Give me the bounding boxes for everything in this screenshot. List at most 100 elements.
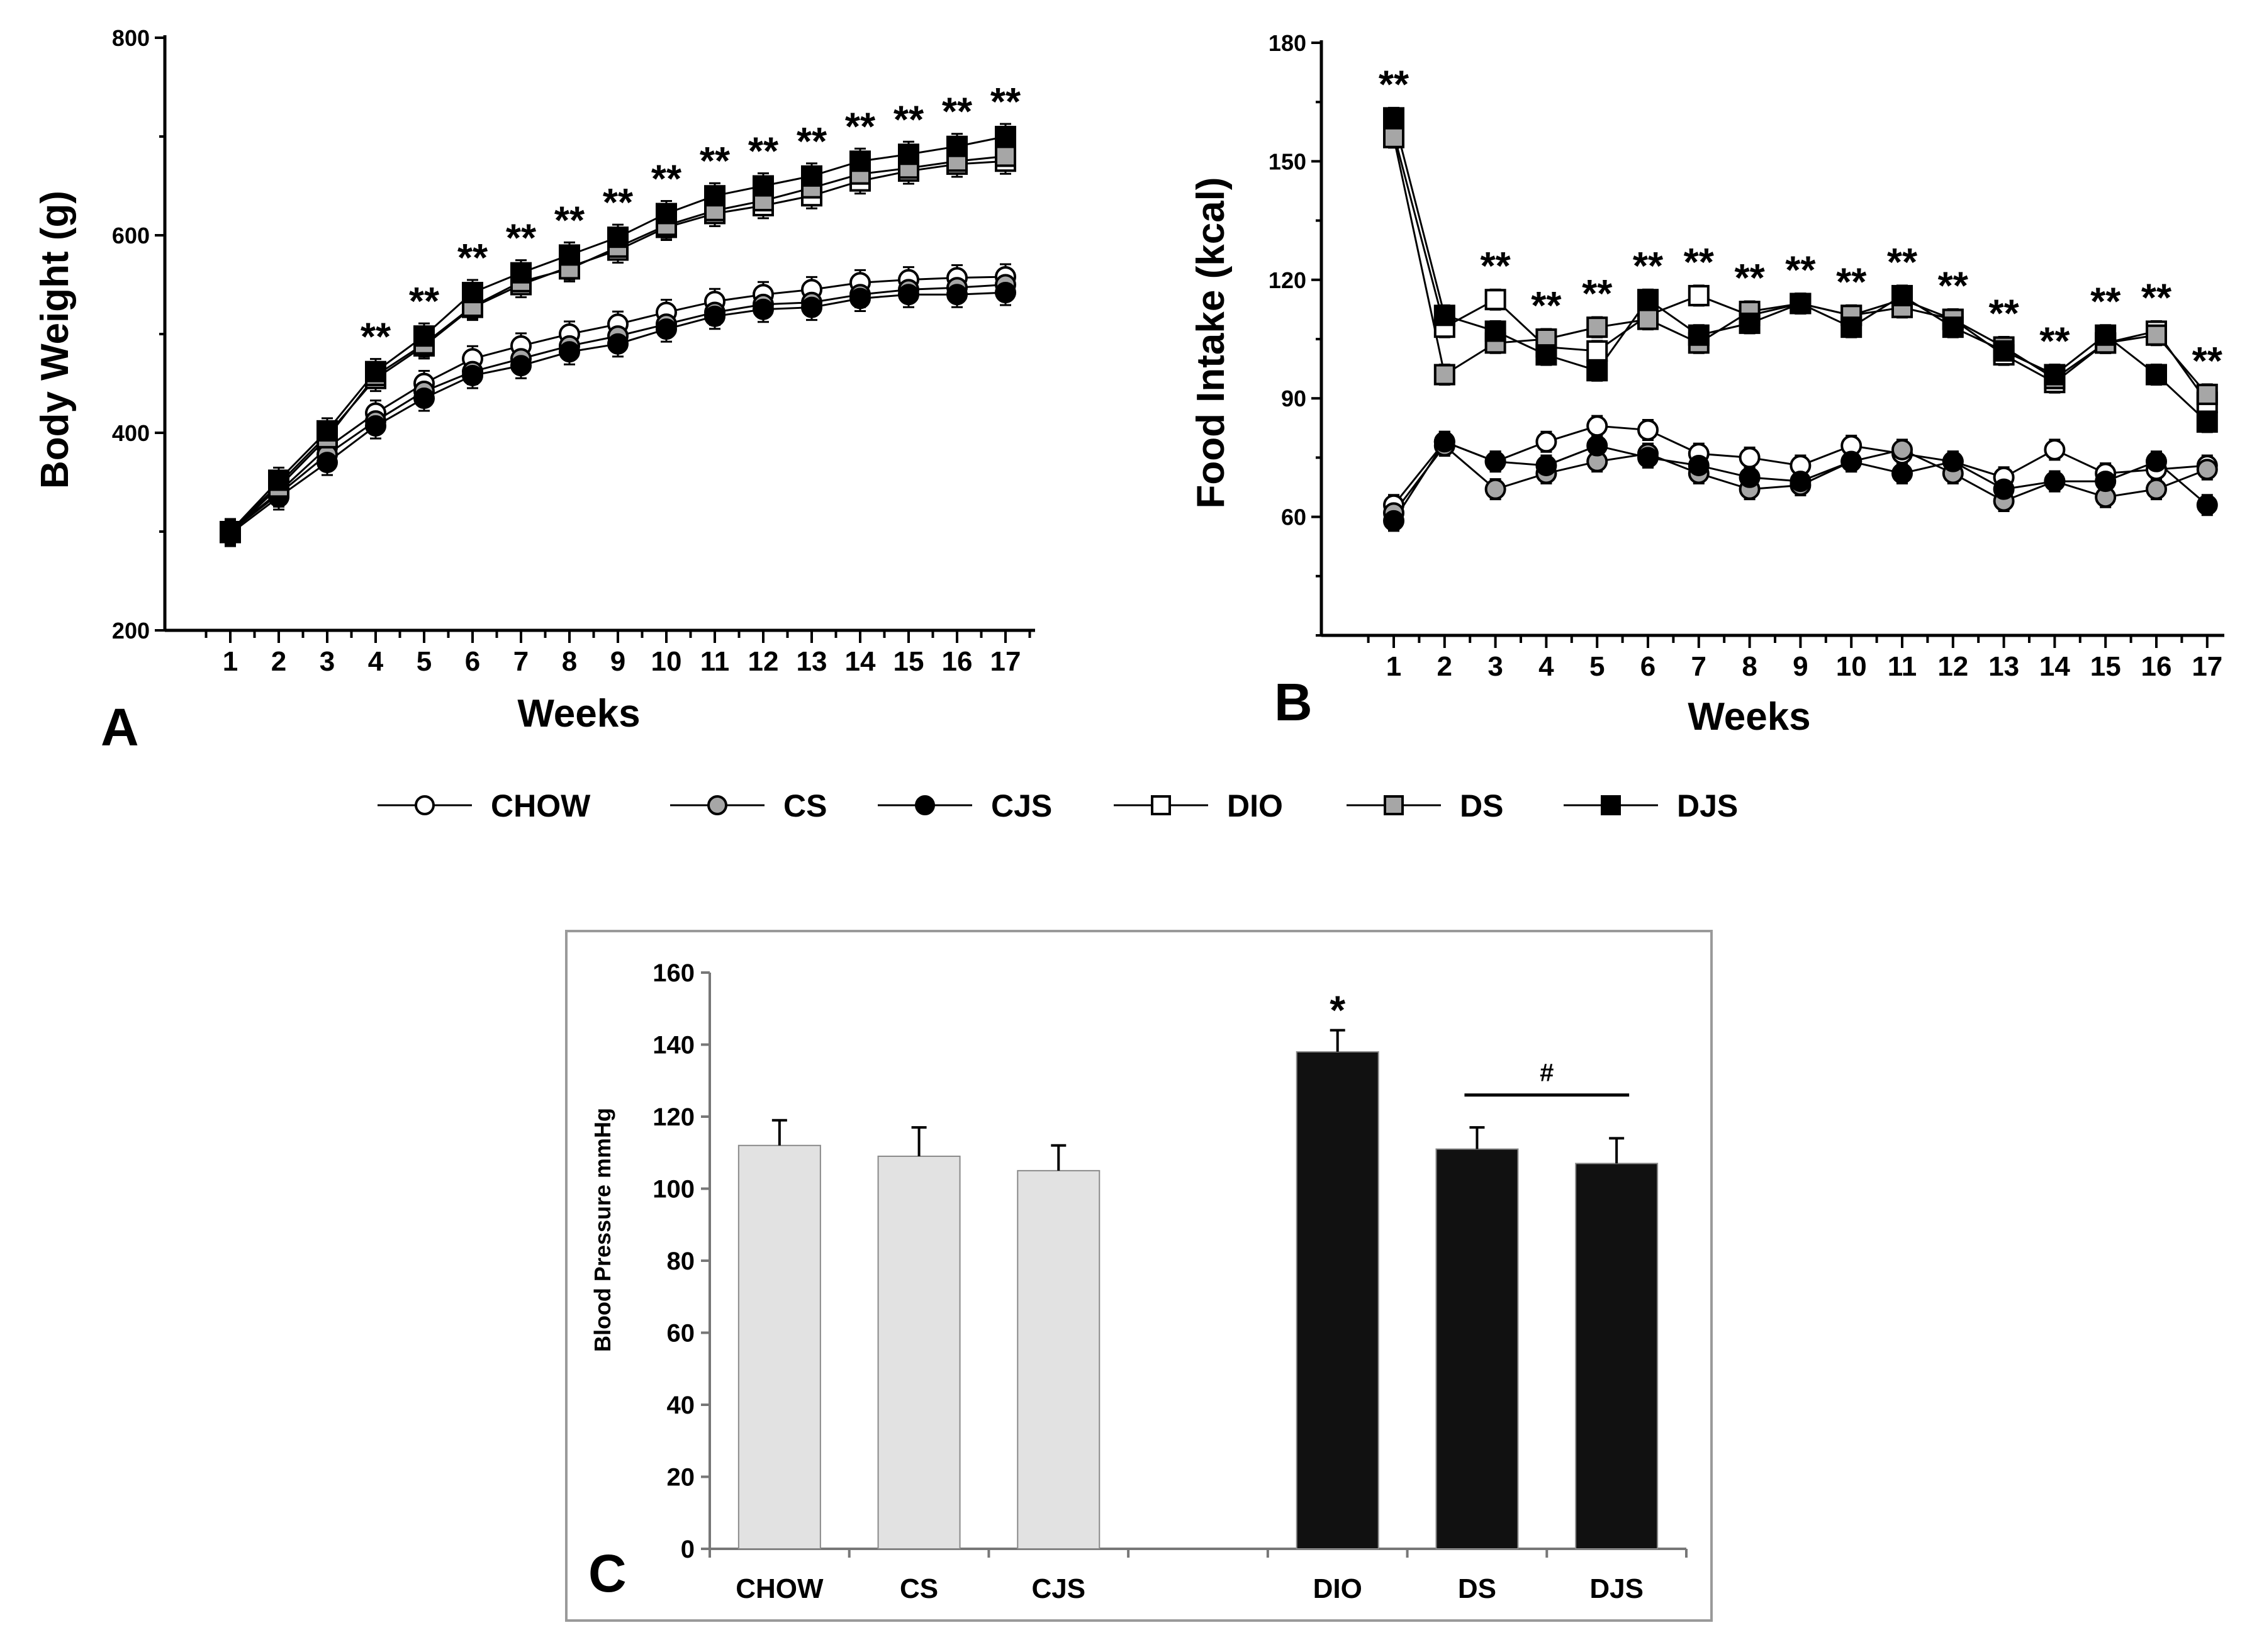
data-point-chow [1586,415,1608,437]
data-point-ds [995,145,1016,167]
data-point-djs [2196,411,2218,433]
data-point-djs [2044,364,2066,386]
significance-annotation: ** [361,316,391,359]
bar-djs [1575,1163,1659,1550]
data-point-cjs [656,318,677,340]
data-point-dio [1688,284,1710,306]
x-tick-label: 2 [271,646,286,677]
x-tick-label: 14 [845,646,876,677]
significance-annotation: ** [2141,276,2172,320]
data-point-cjs [510,355,532,377]
panel-b-x-axis-title: Weeks [1688,695,1810,739]
legend: CHOW CS CJS DIO DS DJS [378,788,1738,823]
significance-annotation: ** [2039,320,2070,364]
significance-annotation: ** [1988,293,2019,336]
data-point-djs [801,165,822,187]
data-point-cjs [2196,494,2218,516]
data-point-djs [995,126,1016,147]
data-point-cjs [1383,510,1404,532]
data-point-djs [365,360,386,382]
data-point-djs [2095,324,2117,346]
legend-entry-cjs: CJS [878,788,1052,823]
data-point-cjs [753,298,774,320]
data-point-cjs [1790,471,1812,493]
x-tick-label: 10 [1836,651,1867,682]
significance-annotation: ** [1633,245,1664,288]
data-point-cjs [946,284,968,306]
y-tick-label: 800 [112,25,150,51]
significance-annotation: ** [1531,284,1562,328]
data-point-cjs [559,341,580,363]
data-point-djs [1433,304,1455,326]
x-tick-label: 3 [320,646,335,677]
y-tick-label: 60 [1281,505,1306,530]
x-tick-label: 5 [1589,651,1605,682]
y-tick-label: 60 [667,1320,695,1348]
data-point-cjs [1739,466,1761,488]
legend-marker-cjs [915,795,935,815]
x-tick-label: 13 [797,646,827,677]
data-point-cjs [1942,450,1964,472]
significance-annotation: ** [1836,260,1867,304]
data-point-chow [1637,419,1659,441]
y-tick-label: 100 [653,1176,695,1203]
x-tick-label: 15 [894,646,924,677]
data-point-djs [317,420,338,442]
x-tick-label: CJS [1031,1573,1085,1604]
legend-label: CS [783,788,827,823]
data-point-djs [1840,316,1863,338]
significance-annotation: ** [700,140,731,183]
data-point-djs [220,521,241,542]
significance-annotation: ** [651,157,682,201]
data-point-djs [1739,312,1761,334]
data-point-cjs [317,452,338,474]
data-point-cjs [1433,431,1455,453]
x-tick-label: 12 [1937,651,1968,682]
data-point-djs [1993,340,2015,362]
panel-b-letter: B [1274,673,1313,732]
legend-entry-ds: DS [1347,788,1503,823]
legend-label: CHOW [491,788,591,823]
x-tick-label: 6 [1640,651,1655,682]
series-chow [225,263,1011,545]
legend-entry-cs: CS [670,788,827,823]
x-tick-label: 8 [562,646,577,677]
panel-b-y-axis-title: Food Intake (kcal) [1189,177,1233,508]
data-point-cjs [462,364,483,386]
significance-annotation: ** [894,98,924,142]
panel-a-x-axis-title: Weeks [517,692,640,735]
data-point-ds [1383,126,1404,148]
x-tick-label: 4 [368,646,384,677]
y-tick-label: 90 [1281,386,1306,411]
data-point-cs [2196,459,2218,481]
data-point-djs [510,262,532,284]
bar-cjs [1017,1169,1101,1549]
data-point-djs [2146,364,2167,386]
x-tick-label: 1 [223,646,238,677]
legend-label: CJS [991,788,1052,823]
data-point-chow [1739,447,1761,469]
significance-annotation: ** [2192,340,2223,383]
significance-annotation: ** [409,280,440,323]
significance-annotation: ** [1938,265,1969,308]
significance-annotation: ** [1734,257,1765,300]
data-point-cjs [1586,435,1608,457]
significance-annotation: ** [748,130,779,174]
data-point-djs [1637,289,1659,311]
x-tick-label: 14 [2039,651,2070,682]
y-tick-label: 80 [667,1247,695,1275]
legend-entry-djs: DJS [1564,788,1738,823]
panel-b: Food Intake (kcal) Weeks B 60 90 120 150 180… [1189,30,2224,739]
data-point-ds [1586,316,1608,338]
data-point-djs [559,244,580,266]
significance-annotation: ** [506,217,537,260]
x-tick-label: 7 [513,646,529,677]
data-point-djs [946,135,968,157]
data-point-cjs [1637,447,1659,469]
significance-annotation: ** [990,81,1021,124]
data-point-cjs [995,282,1016,304]
data-point-ds [2146,324,2167,346]
